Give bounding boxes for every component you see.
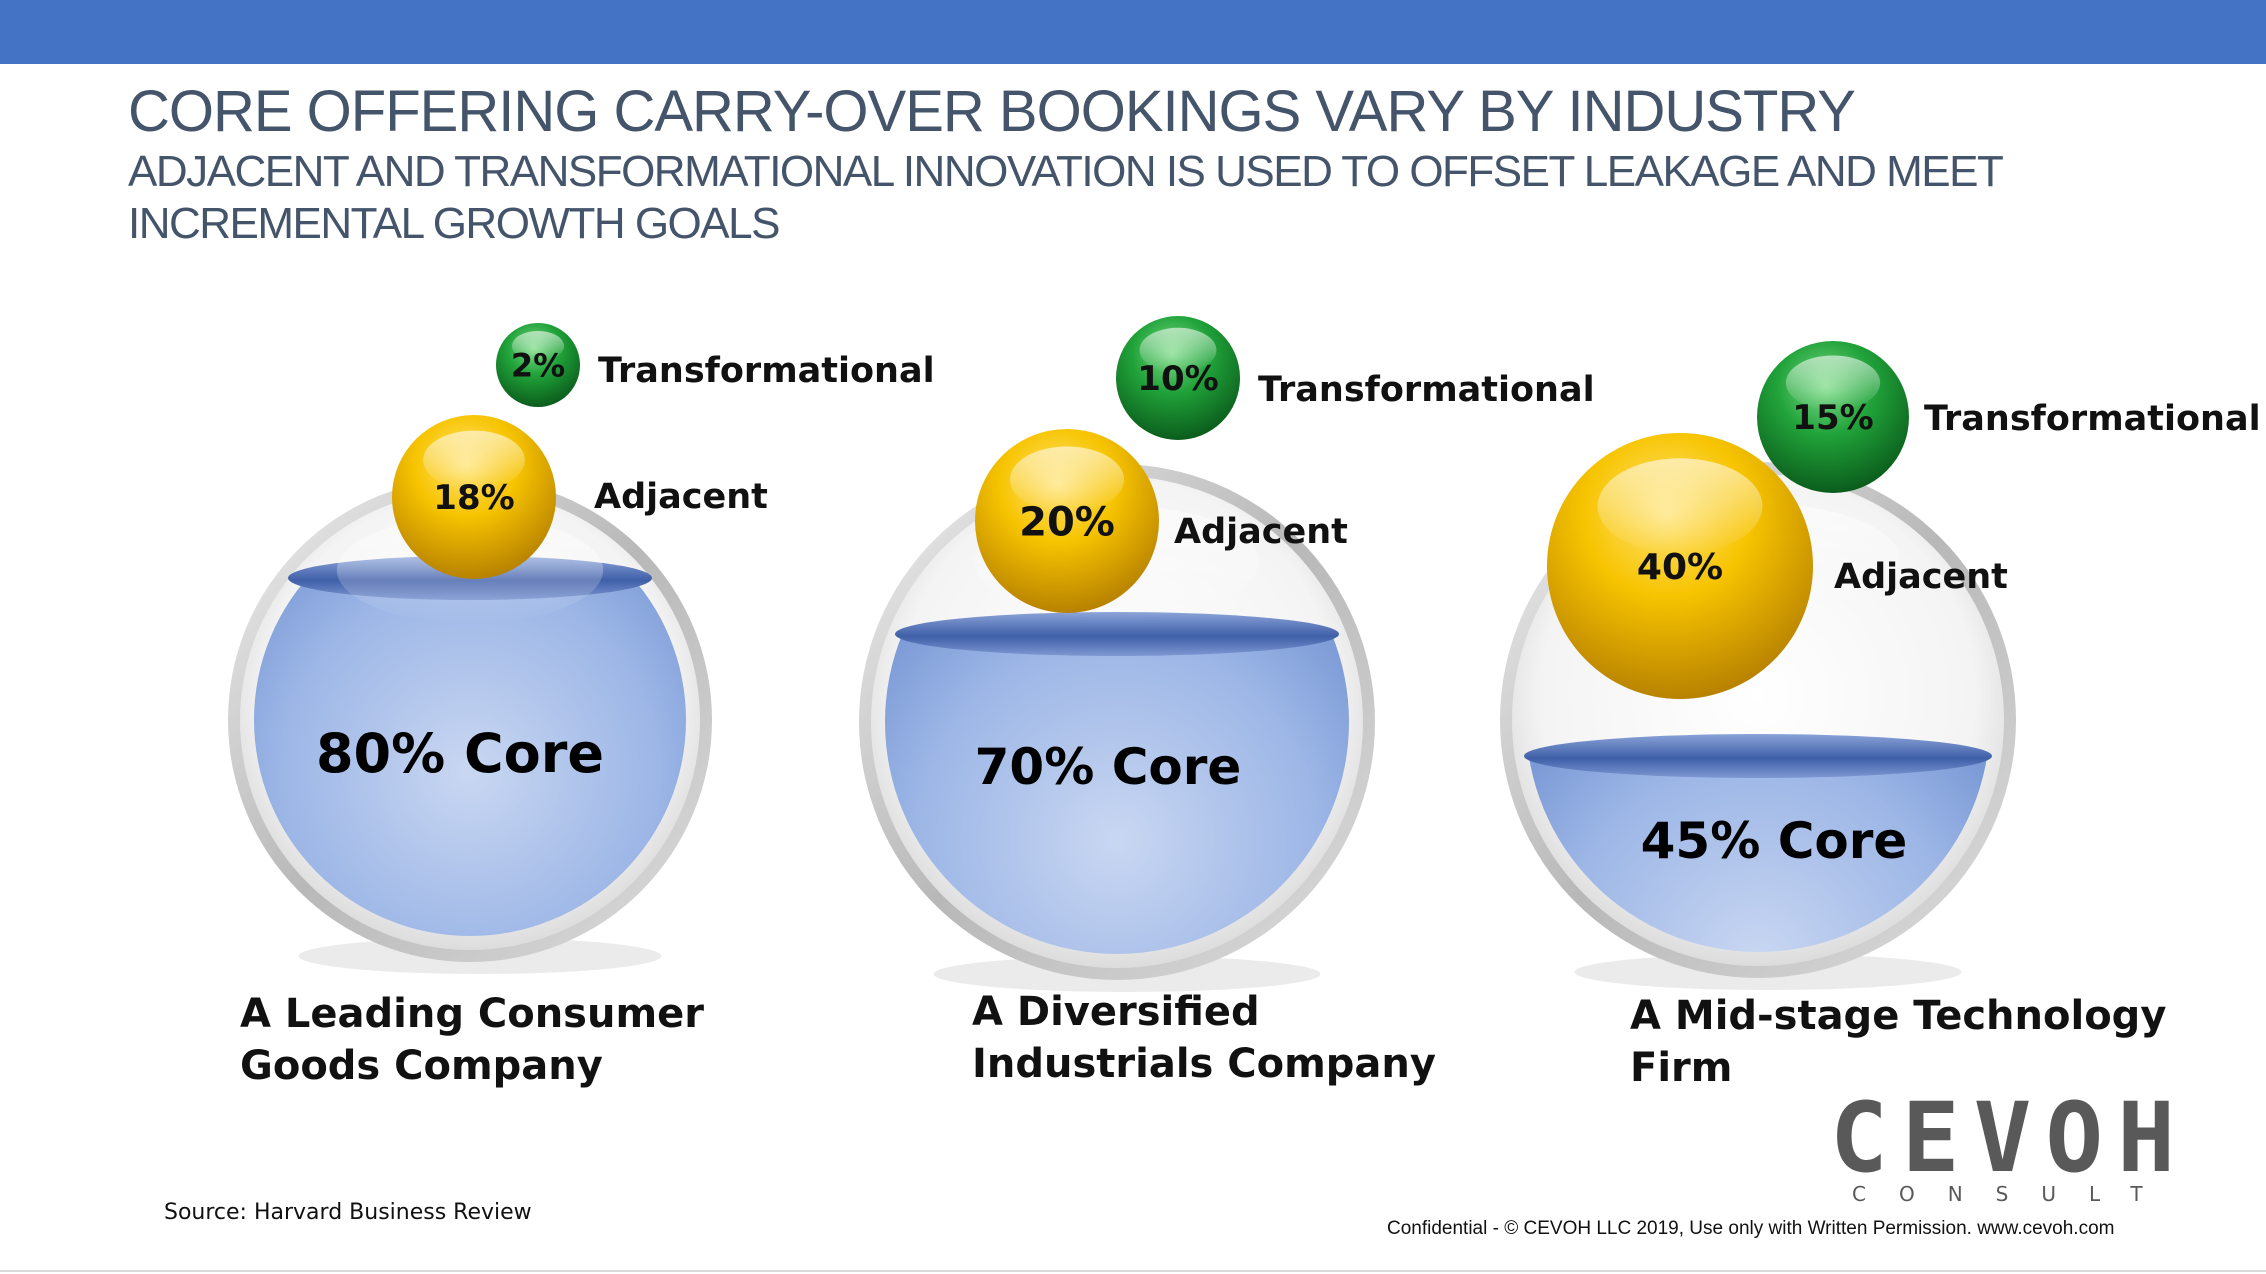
company-name-line1: A Diversified: [972, 989, 1260, 1035]
company-name-line2: Industrials Company: [972, 1041, 1436, 1087]
ball-highlight: [423, 430, 525, 490]
adjacent-label: Adjacent: [1174, 512, 1348, 552]
transformational-label: Transformational: [1924, 399, 2261, 439]
top-accent-bar: [0, 0, 2266, 64]
ball-highlight: [1597, 458, 1763, 555]
logo-tagline: CONSULT: [1852, 1182, 2176, 1206]
transformational-percent: 15%: [1792, 398, 1873, 438]
water-surface: [1524, 734, 1992, 778]
adjacent-label: Adjacent: [594, 477, 768, 517]
bowl-group-1: 80% Core 18% Adjacent 2% Transformational: [228, 323, 935, 974]
adjacent-percent: 18%: [433, 478, 514, 518]
transformational-percent: 10%: [1137, 359, 1218, 399]
cevoh-logo: CEVOH CONSULT: [1830, 1090, 2175, 1206]
adjacent-percent: 40%: [1637, 547, 1723, 588]
adjacent-label: Adjacent: [1834, 557, 2008, 597]
core-percent-label: 70% Core: [975, 738, 1242, 796]
ball-highlight: [1139, 327, 1217, 373]
page-title: CORE OFFERING CARRY-OVER BOOKINGS VARY B…: [128, 79, 1856, 144]
ball-highlight: [1785, 355, 1881, 411]
confidential-notice: Confidential - © CEVOH LLC 2019, Use onl…: [1387, 1218, 2115, 1239]
core-percent-label: 45% Core: [1641, 812, 1908, 870]
company-name-technology: A Mid-stage Technology Firm: [1630, 990, 2166, 1094]
company-name-line2: Goods Company: [240, 1043, 603, 1089]
core-fill: [254, 578, 686, 936]
bowl-group-2: 70% Core 20% Adjacent 10% Transformational: [859, 316, 1595, 992]
company-name-industrials: A Diversified Industrials Company: [972, 986, 1436, 1090]
page-subtitle: ADJACENT AND TRANSFORMATIONAL INNOVATION…: [128, 147, 2003, 248]
transformational-label: Transformational: [1258, 370, 1595, 410]
company-name-line1: A Leading Consumer: [240, 991, 705, 1037]
adjacent-percent: 20%: [1019, 499, 1115, 545]
core-water: [254, 578, 686, 936]
source-note: Source: Harvard Business Review: [164, 1200, 532, 1225]
company-name-consumer-goods: A Leading Consumer Goods Company: [240, 988, 704, 1092]
bowl-group-3: 45% Core 40% Adjacent 15% Transformational: [1500, 341, 2261, 990]
transformational-label: Transformational: [598, 351, 935, 391]
company-name-line2: Firm: [1630, 1045, 1733, 1091]
core-percent-label: 80% Core: [316, 722, 604, 785]
company-name-line1: A Mid-stage Technology: [1630, 993, 2167, 1039]
ball-highlight: [1009, 446, 1125, 513]
water-surface: [895, 612, 1339, 656]
transformational-percent: 2%: [511, 347, 565, 385]
ball-highlight: [511, 330, 565, 362]
bottom-divider: [0, 1270, 2266, 1272]
logo-wordmark: CEVOH: [1830, 1082, 2189, 1194]
